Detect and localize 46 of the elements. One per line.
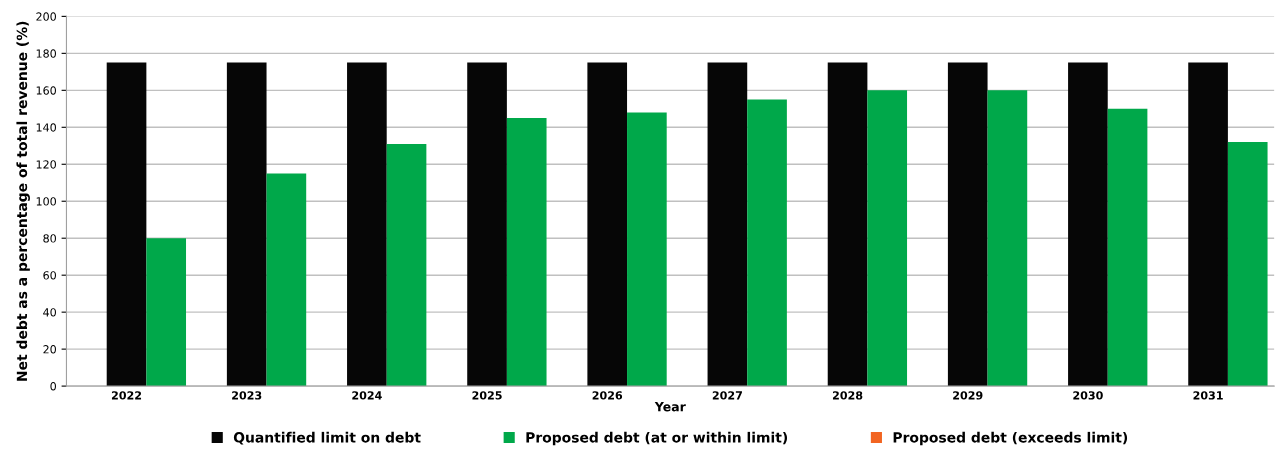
y-axis-title: Net debt as a percentage of total revenue (%) xyxy=(16,21,30,381)
legend-label: Proposed debt (at or within limit) xyxy=(526,431,788,446)
bar xyxy=(226,62,267,387)
x-axis-title: Year xyxy=(654,402,686,412)
bar xyxy=(1227,142,1268,387)
x-tick-label: 2030 xyxy=(1073,391,1103,400)
y-tick-label: 80 xyxy=(43,234,56,243)
y-tick-label: 20 xyxy=(43,345,56,354)
y-tick-label: 100 xyxy=(36,197,56,206)
bar xyxy=(707,62,748,387)
bar xyxy=(146,238,187,387)
x-tick-label: 2024 xyxy=(352,391,382,400)
x-tick-label: 2027 xyxy=(712,391,742,400)
x-tick-label: 2023 xyxy=(232,391,262,400)
bar xyxy=(627,112,667,387)
y-tick-label: 40 xyxy=(43,308,56,317)
bar xyxy=(506,118,547,387)
x-tick-label: 2026 xyxy=(592,391,623,400)
y-tick-label: 120 xyxy=(36,160,56,169)
bar xyxy=(467,62,507,387)
x-tick-label: 2031 xyxy=(1193,391,1223,400)
y-tick-label: 200 xyxy=(36,12,56,21)
legend-label: Proposed debt (exceeds limit) xyxy=(893,431,1128,446)
bar xyxy=(827,62,868,387)
y-tick-label: 180 xyxy=(36,49,56,58)
y-tick-label: 140 xyxy=(36,123,56,132)
bar xyxy=(867,90,908,387)
y-tick-label: 0 xyxy=(50,382,56,391)
bar xyxy=(347,62,387,387)
x-tick-label: 2028 xyxy=(832,391,863,400)
bar xyxy=(1107,108,1148,387)
bar xyxy=(1068,62,1108,387)
bar xyxy=(987,90,1028,387)
bar xyxy=(1188,62,1228,387)
bar xyxy=(266,173,307,387)
bar xyxy=(587,62,628,387)
x-tick-label: 2025 xyxy=(472,391,502,400)
legend-label: Quantified limit on debt xyxy=(233,431,421,445)
y-tick-label: 160 xyxy=(36,86,56,95)
bar xyxy=(747,99,787,387)
x-tick-label: 2022 xyxy=(111,391,142,400)
x-tick-label: 2029 xyxy=(953,391,983,400)
bar xyxy=(386,143,427,387)
y-tick-label: 60 xyxy=(43,271,56,280)
bar xyxy=(106,62,147,387)
bar xyxy=(947,62,988,387)
